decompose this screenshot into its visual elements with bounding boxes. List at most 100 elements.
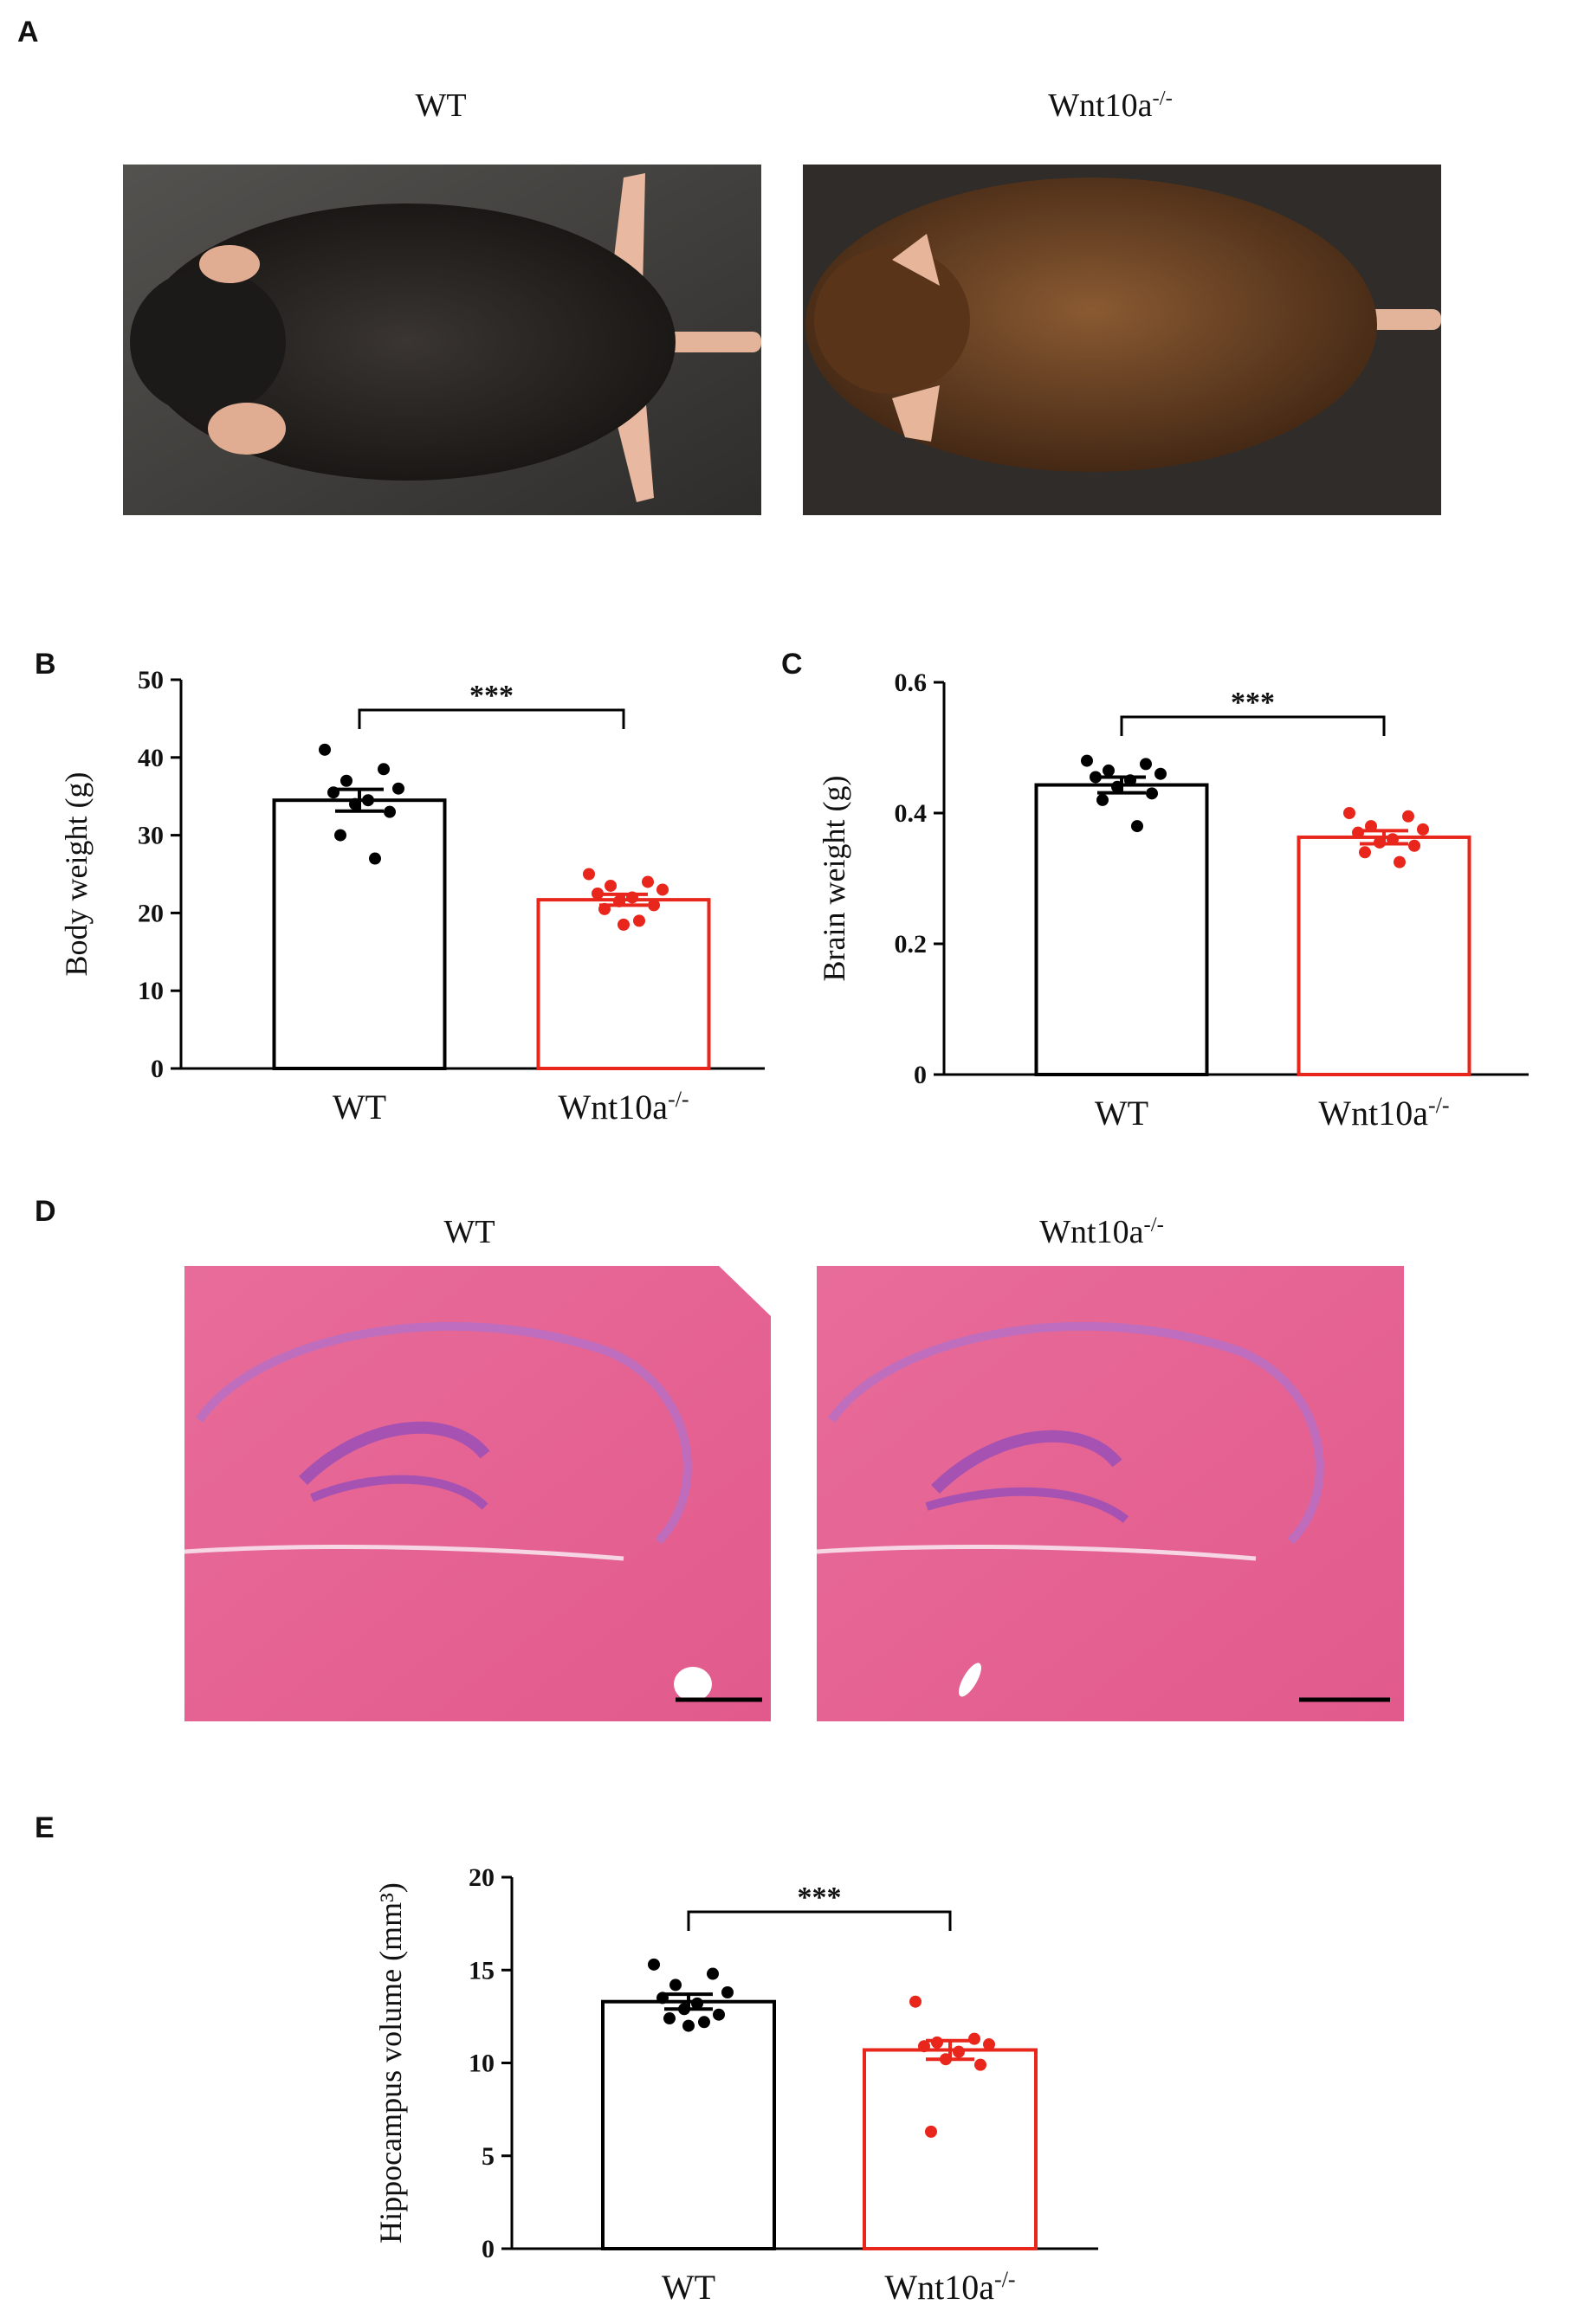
y-tick-label: 0.4	[895, 799, 928, 828]
data-point	[583, 868, 595, 881]
data-point	[592, 887, 604, 900]
data-point	[1359, 846, 1371, 859]
data-point	[1343, 807, 1355, 819]
data-point	[392, 782, 404, 795]
x-tick-label: WT	[1095, 1094, 1148, 1133]
data-point	[1387, 833, 1399, 846]
y-tick-label: 0	[482, 2235, 495, 2263]
data-point	[613, 894, 625, 907]
significance-label: ***	[1231, 687, 1275, 719]
y-tick-label: 15	[469, 1956, 495, 1985]
bar	[1034, 783, 1209, 1076]
x-tick-label: Wnt10a-/-	[558, 1087, 689, 1127]
y-tick-label: 10	[138, 977, 164, 1005]
significance-label: ***	[798, 1882, 842, 1914]
data-point	[1365, 820, 1377, 833]
data-point	[974, 2058, 986, 2071]
data-point	[909, 1995, 922, 2008]
y-tick-label: 0	[151, 1055, 164, 1083]
data-point	[319, 743, 331, 756]
histology-image	[816, 1266, 1404, 1721]
data-point	[618, 918, 630, 931]
data-point	[656, 883, 669, 896]
y-tick-label: 30	[138, 822, 164, 850]
data-point	[384, 805, 396, 818]
data-point	[669, 1979, 682, 1992]
data-point	[918, 2040, 930, 2053]
data-point	[940, 2053, 952, 2066]
data-point	[605, 879, 617, 892]
data-point	[721, 1985, 734, 1998]
panel-label: E	[35, 1811, 55, 1844]
data-point	[1124, 774, 1136, 787]
data-point	[369, 852, 381, 865]
data-point	[648, 899, 660, 912]
data-point	[1394, 855, 1406, 868]
data-point	[334, 829, 346, 842]
y-tick-label: 20	[138, 899, 164, 927]
photo-caption: Wnt10a-/-	[1048, 87, 1173, 125]
data-point	[1408, 839, 1420, 852]
y-tick-label: 5	[482, 2142, 495, 2171]
x-tick-label: Wnt10a-/-	[884, 2267, 1015, 2308]
data-point	[931, 2036, 943, 2049]
mouse-photo	[803, 165, 1441, 515]
panel-label: B	[35, 648, 56, 681]
y-tick-label: 20	[469, 1863, 495, 1892]
y-tick-label: 0	[914, 1061, 927, 1089]
y-axis-label: Brain weight (g)	[817, 776, 851, 982]
panel-label: D	[35, 1195, 56, 1228]
data-point	[340, 774, 352, 787]
histology-image	[184, 1266, 771, 1721]
data-point	[691, 1997, 703, 2010]
data-point	[968, 2032, 980, 2045]
photo-caption: WT	[443, 1214, 495, 1250]
data-point	[1111, 780, 1123, 793]
data-point	[362, 794, 374, 807]
data-point	[698, 2016, 710, 2029]
data-point	[1374, 836, 1386, 849]
data-point	[598, 902, 611, 915]
photo-caption: WT	[415, 87, 466, 124]
data-point	[1146, 787, 1158, 800]
data-point	[983, 2038, 995, 2051]
data-point	[953, 2045, 965, 2058]
data-point	[648, 1958, 660, 1971]
data-point	[327, 786, 340, 799]
x-tick-label: WT	[333, 1088, 386, 1126]
data-point	[633, 914, 645, 927]
significance-label: ***	[469, 680, 514, 712]
x-tick-label: Wnt10a-/-	[1318, 1093, 1449, 1133]
data-point	[1140, 758, 1152, 771]
panel-label: A	[17, 16, 39, 48]
significance-bracket	[1120, 715, 1386, 736]
data-point	[1103, 764, 1115, 777]
x-tick-label: WT	[662, 2268, 715, 2307]
y-tick-label: 0.2	[895, 930, 928, 959]
mouse-photo	[123, 165, 761, 515]
data-point	[349, 797, 361, 810]
y-tick-label: 10	[469, 2050, 495, 2078]
data-point	[925, 2125, 937, 2138]
data-point	[1154, 767, 1167, 780]
data-point	[682, 2019, 695, 2032]
bar	[863, 2048, 1038, 2251]
data-point	[1090, 771, 1102, 784]
photo-caption: Wnt10a-/-	[1039, 1213, 1164, 1251]
significance-bracket	[687, 1910, 952, 1931]
data-point	[1402, 810, 1414, 823]
bar	[272, 798, 447, 1070]
data-point	[713, 2008, 725, 2021]
data-point	[1417, 823, 1429, 836]
data-point	[1096, 793, 1109, 806]
y-axis-label: Body weight (g)	[59, 772, 94, 977]
panel-label: C	[781, 648, 803, 681]
data-point	[663, 2012, 676, 2025]
data-point	[656, 1992, 669, 2004]
data-point	[1131, 820, 1143, 833]
y-axis-label: Hippocampus volume (mm³)	[373, 1882, 408, 2243]
y-tick-label: 40	[138, 744, 164, 772]
data-point	[1081, 754, 1093, 767]
bar	[601, 1999, 776, 2251]
